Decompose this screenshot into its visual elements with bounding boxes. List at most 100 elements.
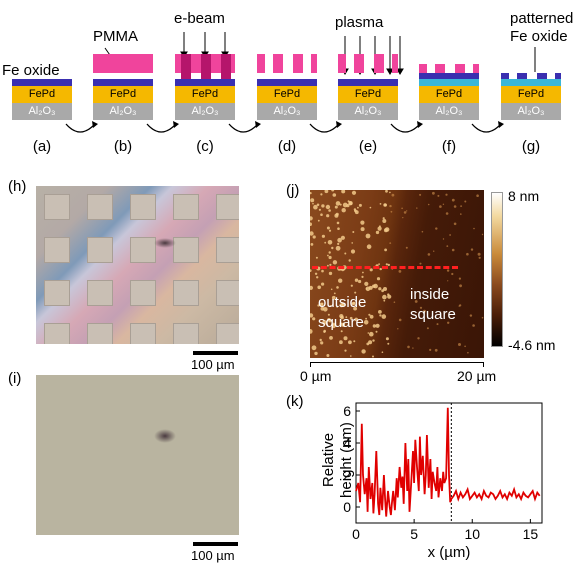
- pattern-square: [130, 194, 156, 220]
- afm-particle: [372, 324, 377, 328]
- afm-particles: [310, 190, 484, 358]
- afm-particle: [315, 256, 318, 259]
- afm-particle: [361, 275, 364, 278]
- afm-particle: [387, 342, 390, 345]
- x-tick-label: 10: [464, 526, 480, 542]
- afm-particle: [376, 277, 381, 281]
- scale-bar-i: [193, 542, 238, 546]
- afm-particle: [344, 252, 347, 255]
- afm-particle: [449, 234, 451, 236]
- al2o3-layer: Al₂O₃: [93, 103, 153, 120]
- afm-particle: [451, 272, 454, 276]
- x-tick-label: 15: [523, 526, 539, 542]
- afm-particle: [365, 288, 368, 290]
- pattern-square: [44, 280, 70, 306]
- fepd-layer: FePd: [338, 86, 398, 103]
- afm-particle: [336, 221, 340, 225]
- afm-particle: [349, 201, 353, 205]
- afm-particle: [368, 285, 373, 290]
- optical-micrograph-i: [36, 375, 239, 535]
- fepd-layer: FePd: [419, 86, 479, 103]
- fe-oxide-layer: [12, 79, 72, 86]
- afm-particle: [447, 321, 450, 324]
- afm-particle: [339, 203, 342, 206]
- panel-label-k: (k): [286, 393, 304, 410]
- afm-particle: [366, 244, 372, 249]
- afm-particle: [320, 213, 323, 216]
- afm-particle: [419, 306, 423, 309]
- afm-particle: [407, 345, 410, 349]
- step-label-d: (d): [277, 138, 297, 155]
- pmma-block: [374, 54, 384, 73]
- stack-b: FePd Al₂O₃: [93, 54, 153, 120]
- afm-particle: [385, 337, 389, 341]
- afm-particle: [369, 314, 374, 319]
- afm-particle: [340, 330, 343, 333]
- afm-particle: [391, 193, 395, 197]
- step-label-c: (c): [196, 138, 214, 155]
- fepd-layer: FePd: [93, 86, 153, 103]
- pattern-square: [87, 323, 113, 344]
- fe-oxide-patterned: [419, 73, 479, 79]
- exposed-region: [221, 54, 231, 79]
- afm-particle: [437, 194, 440, 197]
- afm-particle: [358, 203, 362, 207]
- afm-particle: [384, 227, 390, 232]
- afm-particle: [337, 242, 340, 245]
- afm-particle: [387, 293, 390, 296]
- afm-particle: [310, 285, 313, 290]
- pmma-block: [273, 54, 283, 73]
- afm-particle: [362, 271, 364, 274]
- afm-particle: [383, 299, 386, 302]
- afm-particle: [341, 322, 346, 327]
- afm-particle: [366, 342, 370, 346]
- afm-particle: [469, 314, 473, 317]
- step-label-g: (g): [521, 138, 541, 155]
- afm-particle: [326, 214, 330, 218]
- afm-particle: [313, 204, 318, 210]
- afm-particle: [323, 307, 328, 312]
- afm-particle: [327, 240, 333, 245]
- afm-particle: [345, 316, 348, 319]
- afm-particle: [397, 328, 399, 330]
- afm-particle: [351, 190, 357, 195]
- afm-particle: [421, 230, 424, 233]
- afm-particle: [389, 191, 391, 194]
- afm-particle: [383, 287, 387, 291]
- afm-particle: [338, 278, 343, 283]
- exposed-region: [201, 54, 211, 79]
- afm-particle: [320, 193, 323, 196]
- afm-particle: [321, 269, 324, 273]
- afm-particle: [460, 205, 462, 207]
- afm-particle: [481, 316, 484, 319]
- afm-particle: [398, 318, 402, 322]
- afm-particle: [325, 204, 331, 210]
- afm-particle: [331, 190, 335, 192]
- afm-particle: [458, 305, 460, 307]
- afm-particle: [390, 210, 393, 213]
- afm-particle: [460, 213, 462, 215]
- afm-particle: [330, 288, 333, 291]
- y-tick-label: 0: [343, 499, 351, 515]
- afm-particle: [341, 190, 346, 194]
- fepd-layer: FePd: [175, 86, 235, 103]
- afm-particle: [337, 237, 342, 243]
- panel-label-i: (i): [8, 370, 22, 387]
- afm-axis-tick: [310, 362, 311, 367]
- afm-particle: [464, 200, 467, 203]
- stack-e: FePd Al₂O₃: [338, 54, 398, 120]
- afm-particle: [310, 313, 314, 318]
- afm-particle: [435, 227, 438, 230]
- fe-oxide-patch: [555, 73, 561, 79]
- afm-particle: [406, 210, 408, 212]
- fe-oxide-layer: [338, 79, 398, 86]
- afm-particle: [337, 227, 340, 230]
- afm-particle: [311, 345, 317, 351]
- afm-particle: [389, 204, 392, 208]
- afm-axis-line: [310, 362, 484, 363]
- inside-square-label: inside: [410, 286, 450, 303]
- afm-particle: [417, 337, 420, 340]
- pattern-square: [216, 194, 239, 220]
- stack-f: FePd Al₂O₃: [419, 60, 479, 120]
- afm-particle: [451, 198, 455, 202]
